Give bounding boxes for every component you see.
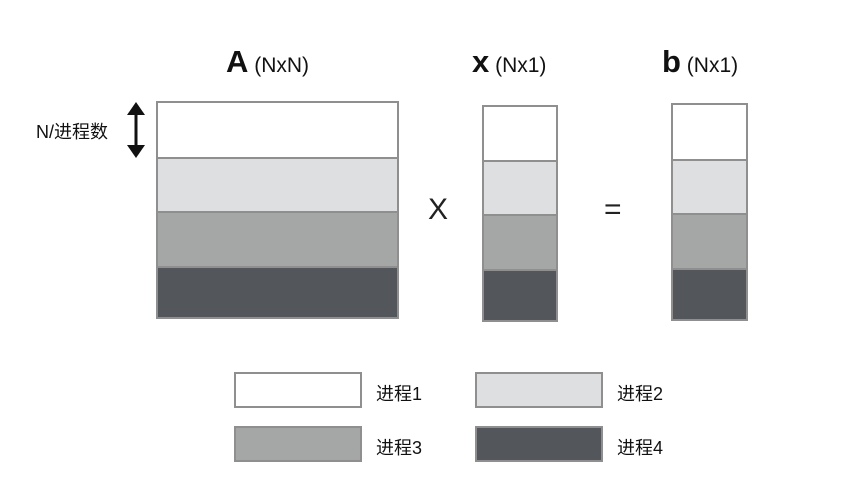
legend-label-1: 进程1	[376, 384, 423, 404]
vector-x-band-2	[484, 160, 556, 214]
vector-x-band-4	[484, 269, 556, 320]
vector-b	[671, 103, 748, 321]
legend-swatch-2	[475, 372, 603, 408]
matrix-a-dims: (NxN)	[254, 54, 310, 77]
double-arrow-icon	[127, 102, 145, 158]
matrix-a-band-4	[158, 266, 397, 317]
matrix-a	[156, 101, 399, 319]
legend-swatch-3	[234, 426, 362, 462]
vector-b-band-2	[673, 159, 746, 213]
legend-label-3: 进程3	[376, 438, 423, 458]
vector-b-title: b (Nx1)	[662, 44, 738, 80]
matrix-a-title: A (NxN)	[226, 44, 309, 80]
multiply-sign: X	[428, 193, 449, 226]
legend-label-2: 进程2	[617, 384, 664, 404]
vector-b-symbol: b	[662, 44, 681, 79]
equals-sign: =	[604, 193, 622, 226]
matrix-a-band-1	[158, 103, 397, 157]
vector-x-symbol: x	[472, 44, 490, 79]
vector-b-band-4	[673, 268, 746, 319]
legend-swatch-4	[475, 426, 603, 462]
legend-swatch-1	[234, 372, 362, 408]
vector-x-title: x (Nx1)	[472, 44, 546, 80]
matrix-a-band-3	[158, 211, 397, 266]
vector-x-dims: (Nx1)	[495, 54, 547, 77]
legend-label-4: 进程4	[617, 438, 664, 458]
vector-x	[482, 105, 558, 322]
vector-x-band-1	[484, 107, 556, 160]
vector-b-band-1	[673, 105, 746, 159]
matrix-a-band-2	[158, 157, 397, 211]
vector-x-band-3	[484, 214, 556, 269]
vector-b-dims: (Nx1)	[686, 54, 739, 77]
row-height-label: N/进程数	[36, 122, 108, 142]
vector-b-band-3	[673, 213, 746, 268]
matrix-a-symbol: A	[226, 44, 249, 79]
